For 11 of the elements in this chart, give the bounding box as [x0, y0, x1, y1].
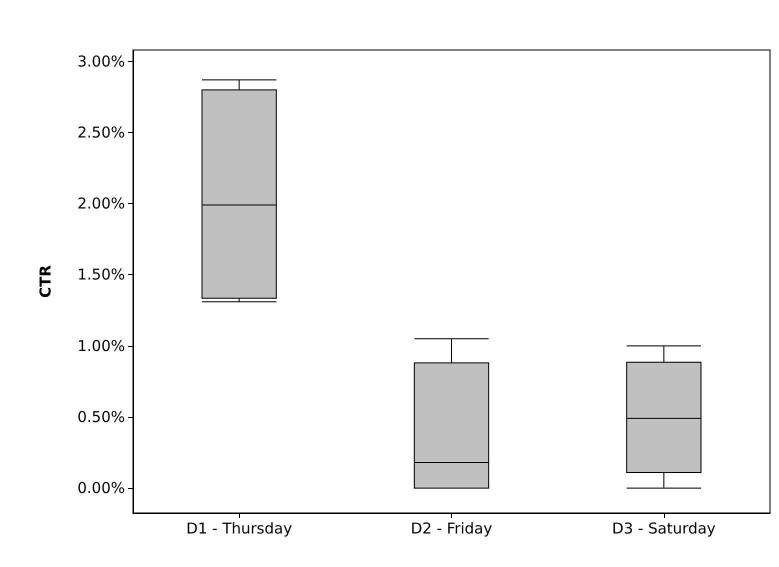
y-tick-label: 2.00% — [77, 194, 125, 213]
y-tick-label: 1.00% — [77, 336, 125, 355]
x-tick-label: D2 - Friday — [410, 520, 492, 538]
y-tick-label: 1.50% — [77, 266, 125, 284]
y-tick-label: 2.50% — [77, 124, 125, 142]
y-tick-label: 3.00% — [77, 52, 125, 70]
y-tick-label: 0.00% — [77, 479, 125, 498]
x-tick-label: D1 - Thursday — [186, 520, 292, 538]
y-axis-title: CTR — [36, 264, 54, 298]
x-tick-label: D3 - Saturday — [612, 520, 716, 538]
y-tick-label: 0.50% — [77, 408, 125, 426]
